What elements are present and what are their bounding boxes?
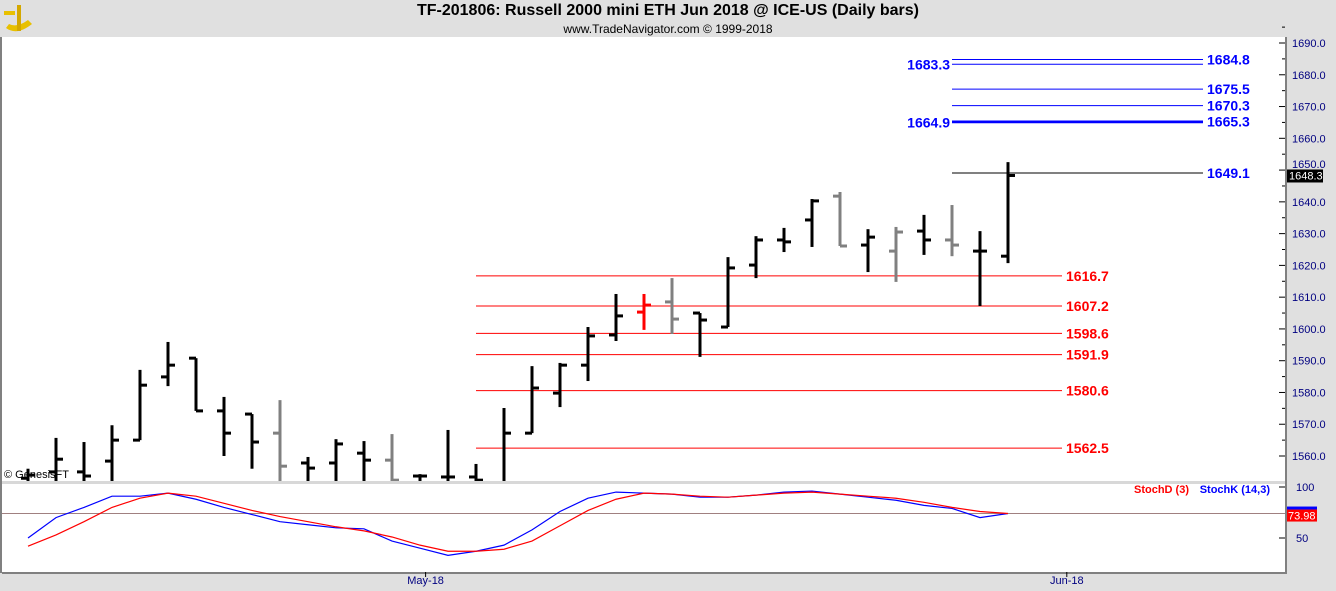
logo-scope: [4, 11, 15, 15]
ohlc-bar: [609, 293, 623, 342]
stoch-tick-label: 100: [1296, 482, 1314, 494]
support-label: 1580.6: [1066, 383, 1109, 399]
right-axis-line: [1285, 37, 1287, 573]
chart-title: TF-201806: Russell 2000 mini ETH Jun 201…: [416, 2, 919, 19]
stoch-last-tag: [1287, 509, 1317, 522]
ohlc-bar: [21, 468, 35, 481]
stoch-tick-label: 50: [1296, 533, 1308, 545]
ohlc-bar: [133, 369, 147, 442]
y-tick-label: 1650.0: [1292, 159, 1326, 171]
support-label: 1591.9: [1066, 347, 1109, 363]
stoch-k-tag: [1287, 506, 1317, 510]
ohlc-bar: [553, 362, 567, 408]
y-tick-label: 1580.0: [1292, 387, 1326, 399]
ohlc-bar: [665, 278, 679, 335]
ohlc-bar: [889, 226, 903, 282]
y-tick-label: 1560.0: [1292, 451, 1326, 463]
resistance-label: 1649.1: [1207, 165, 1250, 181]
ohlc-bar: [49, 437, 63, 481]
legend-stochd: StochD (3): [1134, 484, 1189, 496]
resistance-label: 1665.3: [1207, 113, 1250, 129]
ohlc-bar: [945, 205, 959, 257]
y-tick-label: 1610.0: [1292, 292, 1326, 304]
ohlc-bar: [441, 429, 455, 481]
y-tick-label: 1670.0: [1292, 102, 1326, 114]
ohlc-bar: [385, 434, 399, 481]
y-tick-label: 1590.0: [1292, 356, 1326, 368]
ohlc-bar: [805, 198, 819, 247]
support-label: 1616.7: [1066, 268, 1109, 284]
support-label: 1607.2: [1066, 298, 1109, 314]
y-tick-label: 1690.0: [1292, 38, 1326, 50]
ohlc-bar: [357, 441, 371, 481]
y-tick-label: 1600.0: [1292, 324, 1326, 336]
ohlc-bar: [413, 474, 427, 481]
ohlc-bar: [161, 341, 175, 387]
ohlc-bar: [749, 236, 763, 279]
support-label: 1562.5: [1066, 440, 1109, 456]
resistance-label: 1664.9: [907, 115, 950, 131]
x-tick-label: Jun-18: [1050, 575, 1084, 587]
x-tick-label: May-18: [407, 575, 444, 587]
ohlc-bar: [301, 456, 315, 481]
chart-subtitle: www.TradeNavigator.com © 1999-2018: [563, 22, 773, 36]
ohlc-bar: [329, 439, 343, 481]
legend-stochk: StochK (14,3): [1200, 484, 1271, 496]
ohlc-bar: [469, 463, 483, 481]
ohlc-bar: [693, 311, 707, 357]
y-tick-label: 1630.0: [1292, 229, 1326, 241]
price-panel: [21, 59, 1203, 481]
ohlc-bar: [273, 400, 287, 481]
last-price-label: 1648.3: [1289, 170, 1323, 182]
sextant-logo-icon: [4, 5, 32, 32]
last-price-tag: [1287, 169, 1323, 183]
resistance-label: 1670.3: [1207, 98, 1250, 114]
ohlc-bar: [777, 227, 791, 253]
copyright-label: © GenesisFT: [4, 469, 69, 481]
y-tick-label: 1640.0: [1292, 197, 1326, 209]
ohlc-bar: [525, 366, 539, 435]
bottom-axis-line: [2, 572, 1287, 574]
panel-separator: [2, 481, 1285, 484]
resistance-label: 1675.5: [1207, 81, 1250, 97]
y-tick-label: 1570.0: [1292, 419, 1326, 431]
resistance-label: 1683.3: [907, 56, 950, 72]
ohlc-bar: [1001, 162, 1015, 264]
ohlc-bar: [105, 425, 119, 481]
y-tick-label: 1660.0: [1292, 133, 1326, 145]
ohlc-bar: [917, 214, 931, 255]
y-tick-label: 1680.0: [1292, 70, 1326, 82]
ohlc-bar: [581, 327, 595, 382]
ohlc-bar: [973, 231, 987, 307]
ohlc-bar: [637, 293, 651, 330]
ohlc-bar: [721, 257, 735, 329]
stoch-line-d: [27, 491, 1009, 552]
ohlc-bar: [77, 442, 91, 481]
ohlc-bar: [245, 412, 259, 469]
ohlc-bar: [189, 356, 203, 413]
y-tick-label: 1620.0: [1292, 260, 1326, 272]
resistance-label: 1684.8: [1207, 52, 1250, 68]
ohlc-bar: [217, 396, 231, 457]
ohlc-bar: [833, 192, 847, 248]
ohlc-bar: [502, 408, 511, 481]
ohlc-bar: [861, 229, 875, 273]
stoch-last-label: 73.98: [1288, 511, 1316, 523]
support-label: 1598.6: [1066, 325, 1109, 341]
logo-frame: [17, 5, 21, 31]
left-border: [0, 37, 2, 573]
